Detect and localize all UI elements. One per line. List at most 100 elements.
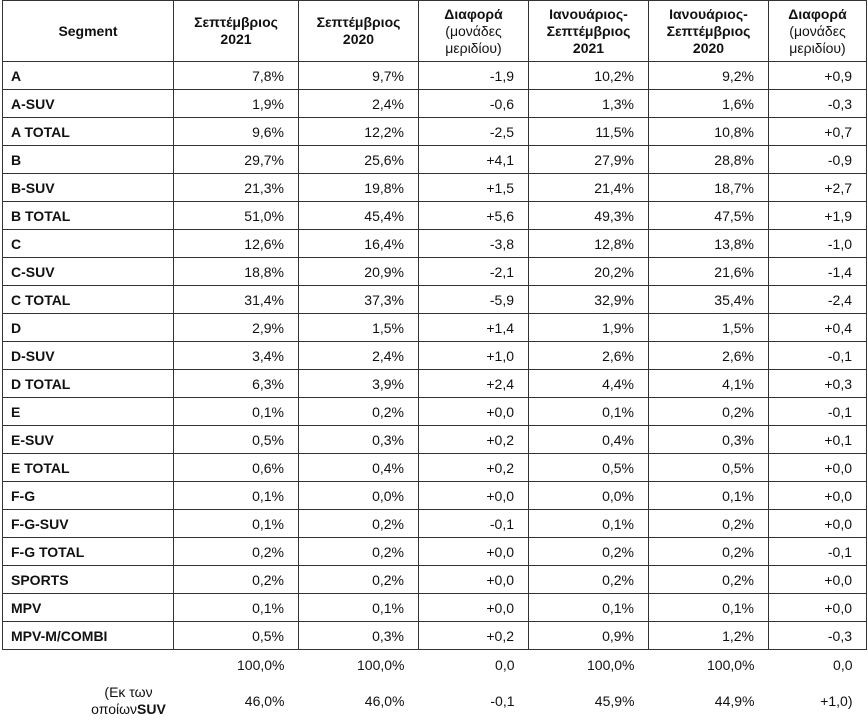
segment-label: A TOTAL (2, 117, 174, 146)
cell-value: 0,2% (298, 537, 419, 566)
total-value: 0,0 (833, 657, 853, 673)
cell-value: +0,1 (768, 425, 867, 454)
total-value: 100,0% (587, 657, 635, 673)
segment-label: D-SUV (2, 341, 174, 370)
cell-value: +0,0 (768, 509, 867, 538)
cell-value: 0,3% (648, 425, 769, 454)
cell-value: -2,5 (418, 117, 529, 146)
table-row: A TOTAL 9,6% 12,2% -2,5 11,5% 10,8% +0,7 (2, 117, 867, 146)
cell-value: 2,6% (528, 341, 649, 370)
cell-value: +0,0 (418, 565, 529, 594)
suv-label-cell: (Εκ των οποίωνSUV (3, 680, 174, 722)
segment-label: E TOTAL (2, 453, 174, 482)
header-note: (μονάδες μεριδίου) (789, 22, 846, 56)
column-header: Ιανουάριος-Σεπτέμβριος 2021 (528, 0, 649, 62)
table-row: D TOTAL 6,3% 3,9% +2,4 4,4% 4,1% +0,3 (2, 369, 867, 398)
cell-value: -2,4 (768, 285, 867, 314)
cell-value: 27,9% (528, 145, 649, 174)
cell-value: 0,2% (648, 537, 769, 566)
table-row: F-G 0,1% 0,0% +0,0 0,0% 0,1% +0,0 (2, 481, 867, 510)
cell-value: 2,4% (298, 341, 419, 370)
cell-value: -0,9 (768, 145, 867, 174)
cell-value: 3,9% (298, 369, 419, 398)
cell-value: 0,4% (528, 425, 649, 454)
cell-value: -1,0 (768, 229, 867, 258)
cell-value: 37,3% (298, 285, 419, 314)
cell-value: 1,9% (528, 313, 649, 342)
table-row: B TOTAL 51,0% 45,4% +5,6 49,3% 47,5% +1,9 (2, 201, 867, 230)
cell-value: 0,2% (648, 397, 769, 426)
header-note: (μονάδες μεριδίου) (445, 22, 502, 56)
cell-value: +0,0 (768, 481, 867, 510)
cell-value: +0,4 (768, 313, 867, 342)
cell-value: 9,7% (298, 61, 419, 90)
cell-value: +2,7 (768, 173, 867, 202)
cell-value: 45,4% (298, 201, 419, 230)
cell-value: 0,1% (528, 397, 649, 426)
table-row: F-G TOTAL 0,2% 0,2% +0,0 0,2% 0,2% -0,1 (2, 537, 867, 566)
suv-value: 46,0% (364, 693, 405, 709)
cell-value: 10,2% (528, 61, 649, 90)
table-row: A-SUV 1,9% 2,4% -0,6 1,3% 1,6% -0,3 (2, 89, 867, 118)
cell-value: 0,5% (648, 453, 769, 482)
cell-value: -2,1 (418, 257, 529, 286)
cell-value: 0,2% (298, 509, 419, 538)
cell-value: +0,3 (768, 369, 867, 398)
cell-value: 0,0% (528, 481, 649, 510)
table-row: F-G-SUV 0,1% 0,2% -0,1 0,1% 0,2% +0,0 (2, 509, 867, 538)
cell-value: 2,9% (173, 313, 299, 342)
segment-label: C-SUV (2, 257, 174, 286)
cell-value: -0,1 (768, 341, 867, 370)
suv-label: (Εκ των οποίωνSUV (90, 684, 168, 718)
cell-value: 0,1% (173, 593, 299, 622)
table-row: C 12,6% 16,4% -3,8 12,8% 13,8% -1,0 (2, 229, 867, 258)
cell-value: 11,5% (528, 117, 649, 146)
cell-value: -0,1 (768, 397, 867, 426)
cell-value: +0,0 (418, 397, 529, 426)
segment-label: B TOTAL (2, 201, 174, 230)
table-row: E 0,1% 0,2% +0,0 0,1% 0,2% -0,1 (2, 397, 867, 426)
segment-label: B-SUV (2, 173, 174, 202)
header-title: Διαφορά (788, 5, 847, 22)
cell-value: 12,8% (528, 229, 649, 258)
segment-label: C TOTAL (2, 285, 174, 314)
header-title: Segment (58, 22, 118, 39)
cell-value: 0,1% (648, 593, 769, 622)
cell-value: 28,8% (648, 145, 769, 174)
table-row: D-SUV 3,4% 2,4% +1,0 2,6% 2,6% -0,1 (2, 341, 867, 370)
cell-value: +0,0 (768, 453, 867, 482)
column-header: Σεπτέμβριος 2020 (298, 0, 419, 62)
cell-value: +0,2 (418, 621, 529, 650)
cell-value: 0,5% (173, 621, 299, 650)
segment-label: D (2, 313, 174, 342)
cell-value: 0,1% (528, 509, 649, 538)
cell-value: 0,0% (298, 481, 419, 510)
suv-value: -0,1 (490, 693, 515, 709)
cell-value: 51,0% (173, 201, 299, 230)
cell-value: 1,2% (648, 621, 769, 650)
cell-value: 10,8% (648, 117, 769, 146)
segment-label: A-SUV (2, 89, 174, 118)
column-header: Ιανουάριος-Σεπτέμβριος 2020 (648, 0, 769, 62)
cell-value: 9,2% (648, 61, 769, 90)
cell-value: -5,9 (418, 285, 529, 314)
cell-value: 13,8% (648, 229, 769, 258)
table-row: SPORTS 0,2% 0,2% +0,0 0,2% 0,2% +0,0 (2, 565, 867, 594)
table-row: D 2,9% 1,5% +1,4 1,9% 1,5% +0,4 (2, 313, 867, 342)
suv-row: (Εκ των οποίωνSUV 46,0% 46,0% -0,1 45,9% 44,9… (3, 680, 867, 722)
suv-value: +1,0) (820, 693, 853, 709)
segment-label: B (2, 145, 174, 174)
cell-value: 9,6% (173, 117, 299, 146)
cell-value: 0,2% (298, 565, 419, 594)
cell-value: 3,4% (173, 341, 299, 370)
cell-value: 1,5% (298, 313, 419, 342)
cell-value: 20,9% (298, 257, 419, 286)
total-value: 100,0% (357, 657, 405, 673)
cell-value: 18,7% (648, 173, 769, 202)
cell-value: -0,3 (768, 621, 867, 650)
cell-value: +0,0 (768, 565, 867, 594)
table-row: E-SUV 0,5% 0,3% +0,2 0,4% 0,3% +0,1 (2, 425, 867, 454)
cell-value: +1,4 (418, 313, 529, 342)
header-title: Διαφορά (444, 5, 503, 22)
